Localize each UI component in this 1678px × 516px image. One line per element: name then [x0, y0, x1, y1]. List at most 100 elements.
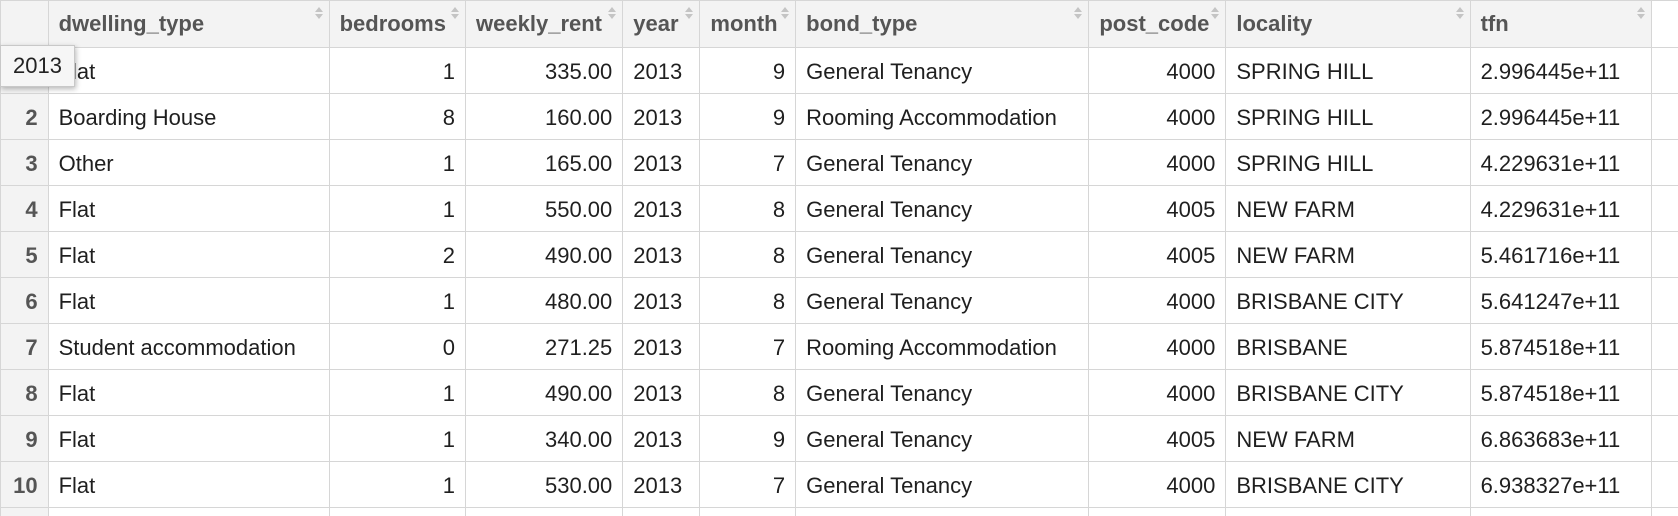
cell-dwelling-type: Flat [47, 47, 330, 94]
sort-icon[interactable] [451, 7, 460, 21]
cell-bond-type: General Tenancy [795, 369, 1090, 416]
table-row: 8 Flat 1 490.00 2013 8 General Tenancy 4000 BRIS… [0, 369, 1678, 416]
cell-bond-type: General Tenancy [795, 47, 1090, 94]
header-filler [1650, 0, 1678, 48]
cell-tooltip: 2013 [0, 45, 75, 87]
row-number: 2 [0, 93, 49, 140]
cell-locality: BRISBANE CITY [1225, 461, 1471, 508]
sort-icon[interactable] [608, 7, 617, 21]
cell-year: 2013 [622, 323, 701, 370]
cell-dwelling-type: Flat [47, 415, 330, 462]
cell-bond-type: General Tenancy [795, 415, 1090, 462]
column-header-label: weekly_rent [476, 11, 603, 36]
cell-month: 8 [699, 231, 797, 278]
sort-icon[interactable] [685, 7, 694, 21]
column-header-weekly-rent[interactable]: weekly_rent [465, 0, 624, 48]
column-header-label: locality [1236, 11, 1313, 36]
cell-month: 8 [699, 185, 797, 232]
cell-weekly-rent: 160.00 [465, 93, 624, 140]
sort-icon[interactable] [1074, 7, 1083, 21]
column-header-dwelling-type[interactable]: dwelling_type [47, 0, 330, 48]
cell-tfn: 4.229631e+11 [1469, 139, 1652, 186]
cell-tfn: 5.461716e+11 [1469, 231, 1652, 278]
column-header-label: bond_type [806, 11, 918, 36]
table-row: 10 Flat 1 530.00 2013 7 General Tenancy 4000 BRI… [0, 461, 1678, 508]
row-filler [1650, 185, 1678, 232]
cell-locality: NEW FARM [1225, 415, 1471, 462]
cell-locality: NEW FARM [1225, 185, 1471, 232]
column-header-locality[interactable]: locality [1225, 0, 1471, 48]
cell-weekly-rent: 271.25 [465, 323, 624, 370]
column-header-label: bedrooms [339, 11, 446, 36]
cell-dwelling-type: Other [47, 139, 330, 186]
cell-post-code: 4000 [1088, 277, 1227, 324]
cell-dwelling-type: Boarding House [47, 93, 330, 140]
cell-bedrooms: 1 [328, 461, 467, 508]
partial-cell [47, 507, 330, 516]
cell-tfn: 6.863683e+11 [1469, 415, 1652, 462]
table-row: 4 Flat 1 550.00 2013 8 General Tenancy 4005 NEW … [0, 185, 1678, 232]
row-filler [1650, 507, 1678, 516]
cell-bond-type: General Tenancy [795, 461, 1090, 508]
cell-locality: SPRING HILL [1225, 93, 1471, 140]
row-number: 5 [0, 231, 49, 278]
table-row: 6 Flat 1 480.00 2013 8 General Tenancy 4000 BRIS… [0, 277, 1678, 324]
cell-month: 8 [699, 369, 797, 416]
cell-year: 2013 [622, 369, 701, 416]
partial-cell [1469, 507, 1652, 516]
sort-icon[interactable] [1211, 7, 1220, 21]
cell-post-code: 4000 [1088, 323, 1227, 370]
cell-year: 2013 [622, 277, 701, 324]
row-number: 9 [0, 415, 49, 462]
column-header-post-code[interactable]: post_code [1088, 0, 1227, 48]
sort-icon[interactable] [314, 7, 324, 21]
row-filler [1650, 461, 1678, 508]
cell-locality: NEW FARM [1225, 231, 1471, 278]
cell-locality: BRISBANE CITY [1225, 277, 1471, 324]
cell-tfn: 5.874518e+11 [1469, 369, 1652, 416]
cell-month: 9 [699, 93, 797, 140]
cell-bond-type: General Tenancy [795, 231, 1090, 278]
cell-post-code: 4000 [1088, 461, 1227, 508]
cell-year: 2013 [622, 461, 701, 508]
cell-bedrooms: 1 [328, 415, 467, 462]
column-header-tfn[interactable]: tfn [1469, 0, 1652, 48]
partial-cell [699, 507, 797, 516]
cell-tfn: 2.996445e+11 [1469, 47, 1652, 94]
row-number: 8 [0, 369, 49, 416]
column-header-year[interactable]: year [622, 0, 701, 48]
sort-icon[interactable] [1636, 7, 1646, 21]
column-header-label: month [710, 11, 778, 36]
cell-dwelling-type: Flat [47, 231, 330, 278]
cell-weekly-rent: 490.00 [465, 369, 624, 416]
partial-cell [795, 507, 1090, 516]
table-row: 2 Boarding House 8 160.00 2013 9 Rooming Accom… [0, 93, 1678, 140]
cell-bond-type: Rooming Accommodation [795, 93, 1090, 140]
column-header-bedrooms[interactable]: bedrooms [328, 0, 467, 48]
table-row: 9 Flat 1 340.00 2013 9 General Tenancy 4005 NEW … [0, 415, 1678, 462]
cell-month: 8 [699, 277, 797, 324]
column-header-bond-type[interactable]: bond_type [795, 0, 1090, 48]
row-number-header [0, 0, 49, 48]
cell-year: 2013 [622, 93, 701, 140]
cell-locality: SPRING HILL [1225, 139, 1471, 186]
cell-post-code: 4000 [1088, 47, 1227, 94]
cell-post-code: 4000 [1088, 369, 1227, 416]
column-header-label: dwelling_type [58, 11, 205, 36]
cell-dwelling-type: Flat [47, 461, 330, 508]
cell-year: 2013 [622, 415, 701, 462]
cell-tfn: 2.996445e+11 [1469, 93, 1652, 140]
sort-icon[interactable] [1455, 7, 1465, 21]
cell-weekly-rent: 165.00 [465, 139, 624, 186]
partial-cell [328, 507, 467, 516]
cell-locality: BRISBANE [1225, 323, 1471, 370]
sort-icon[interactable] [781, 7, 790, 21]
cell-bedrooms: 1 [328, 369, 467, 416]
cell-weekly-rent: 490.00 [465, 231, 624, 278]
row-filler [1650, 47, 1678, 94]
column-header-month[interactable]: month [699, 0, 797, 48]
cell-post-code: 4005 [1088, 231, 1227, 278]
